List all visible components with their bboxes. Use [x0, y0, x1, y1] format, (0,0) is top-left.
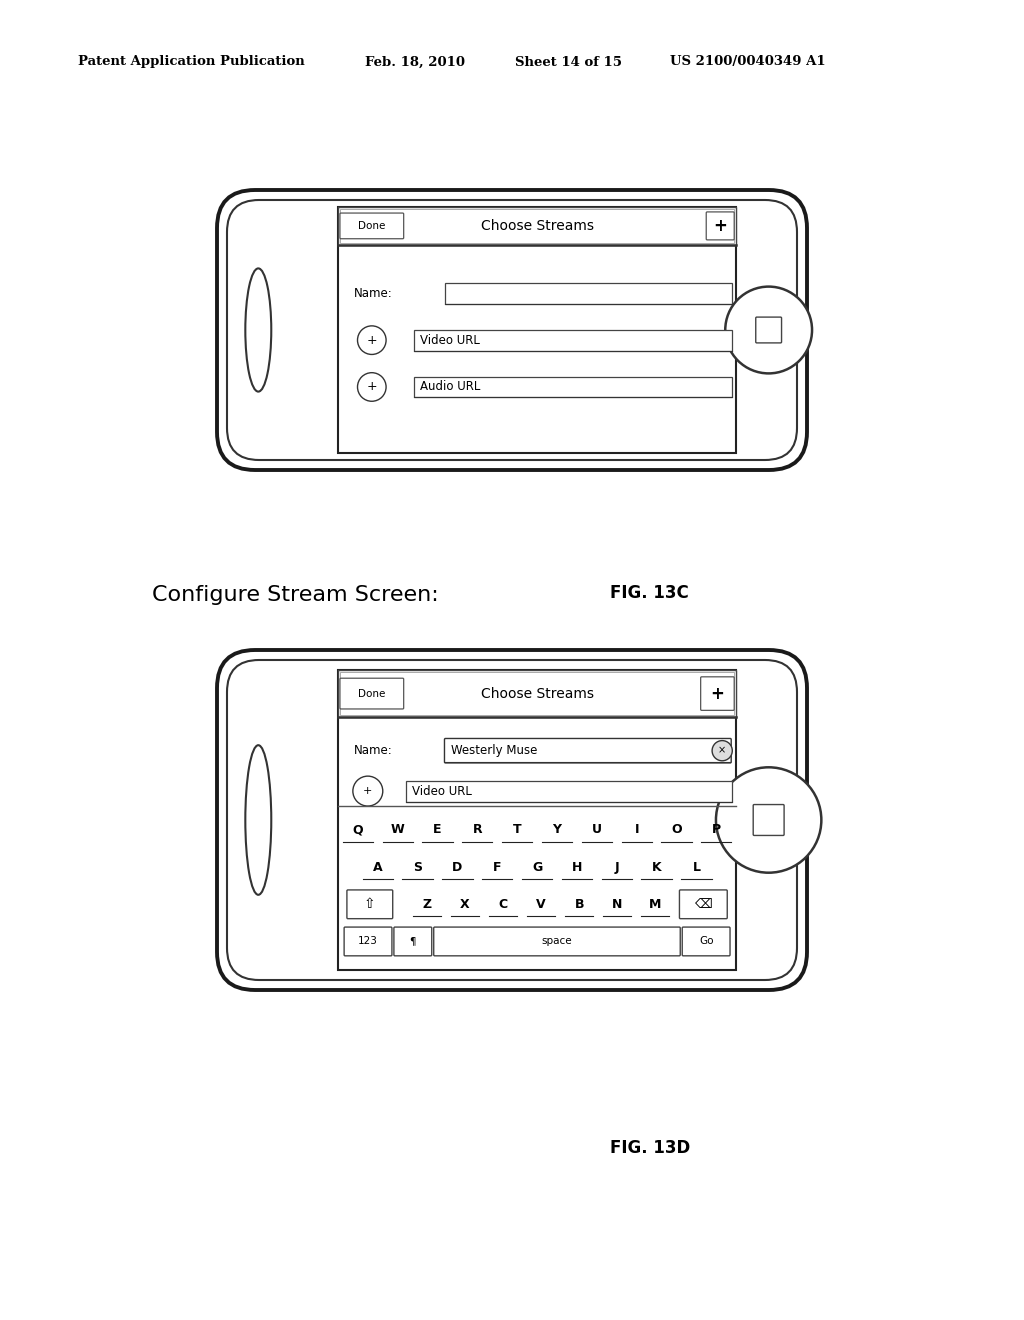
- Bar: [445, 282, 732, 304]
- FancyBboxPatch shape: [347, 890, 393, 919]
- Bar: [406, 780, 732, 801]
- Text: A: A: [373, 861, 383, 874]
- Text: I: I: [635, 824, 639, 837]
- FancyBboxPatch shape: [707, 213, 734, 240]
- Text: space: space: [542, 936, 572, 946]
- Text: D: D: [453, 861, 463, 874]
- FancyBboxPatch shape: [700, 677, 734, 710]
- Circle shape: [716, 767, 821, 873]
- Text: ⌫: ⌫: [694, 898, 712, 911]
- Circle shape: [357, 326, 386, 355]
- FancyBboxPatch shape: [340, 678, 403, 709]
- FancyBboxPatch shape: [394, 927, 432, 956]
- Text: Choose Streams: Choose Streams: [480, 219, 594, 232]
- Text: Done: Done: [358, 220, 385, 231]
- Bar: [338, 671, 736, 717]
- Circle shape: [712, 741, 732, 760]
- Text: ¶: ¶: [410, 936, 416, 946]
- Text: L: L: [692, 861, 700, 874]
- Text: Done: Done: [358, 689, 385, 698]
- Circle shape: [357, 372, 386, 401]
- Text: V: V: [537, 898, 546, 911]
- Text: Go: Go: [699, 936, 714, 946]
- Text: T: T: [513, 824, 521, 837]
- Text: ×: ×: [718, 746, 726, 755]
- Bar: [414, 330, 732, 351]
- Text: Video URL: Video URL: [420, 334, 479, 347]
- Text: Patent Application Publication: Patent Application Publication: [78, 55, 305, 69]
- Text: J: J: [614, 861, 620, 874]
- FancyBboxPatch shape: [756, 317, 781, 343]
- Text: P: P: [712, 824, 721, 837]
- Text: Westerly Muse: Westerly Muse: [452, 744, 538, 758]
- FancyBboxPatch shape: [344, 927, 392, 956]
- Text: S: S: [413, 861, 422, 874]
- Text: Feb. 18, 2010: Feb. 18, 2010: [365, 55, 465, 69]
- Text: 123: 123: [358, 936, 378, 946]
- Bar: [414, 376, 732, 397]
- Bar: [340, 672, 734, 714]
- Text: Sheet 14 of 15: Sheet 14 of 15: [515, 55, 622, 69]
- Text: +: +: [367, 380, 377, 393]
- Text: B: B: [574, 898, 584, 911]
- Text: Video URL: Video URL: [412, 784, 471, 797]
- Text: O: O: [671, 824, 682, 837]
- Text: G: G: [531, 861, 542, 874]
- FancyBboxPatch shape: [754, 805, 784, 836]
- Text: FIG. 13C: FIG. 13C: [610, 583, 689, 602]
- Text: +: +: [711, 685, 724, 702]
- Text: W: W: [391, 824, 404, 837]
- Ellipse shape: [246, 746, 271, 895]
- Text: Configure Stream Screen:: Configure Stream Screen:: [152, 585, 438, 605]
- Text: Q: Q: [352, 824, 364, 837]
- FancyBboxPatch shape: [340, 213, 403, 239]
- Circle shape: [725, 286, 812, 374]
- Text: X: X: [460, 898, 470, 911]
- Text: K: K: [651, 861, 662, 874]
- Text: Name:: Name:: [354, 744, 392, 758]
- Text: FIG. 13D: FIG. 13D: [610, 1139, 690, 1158]
- Text: U: U: [592, 824, 602, 837]
- Text: H: H: [571, 861, 582, 874]
- Text: Z: Z: [422, 898, 431, 911]
- Text: Choose Streams: Choose Streams: [480, 686, 594, 701]
- Bar: [338, 207, 736, 453]
- Text: Audio URL: Audio URL: [420, 380, 480, 393]
- Text: +: +: [367, 334, 377, 347]
- Ellipse shape: [246, 268, 271, 392]
- FancyBboxPatch shape: [444, 738, 731, 763]
- FancyBboxPatch shape: [227, 660, 797, 979]
- FancyBboxPatch shape: [217, 190, 807, 470]
- Text: C: C: [499, 898, 508, 911]
- FancyBboxPatch shape: [227, 201, 797, 459]
- FancyBboxPatch shape: [682, 927, 730, 956]
- FancyBboxPatch shape: [217, 649, 807, 990]
- FancyBboxPatch shape: [434, 927, 680, 956]
- Bar: [340, 209, 734, 243]
- Text: F: F: [493, 861, 502, 874]
- Bar: [338, 207, 736, 246]
- Text: N: N: [612, 898, 623, 911]
- Text: +: +: [364, 787, 373, 796]
- Text: Name:: Name:: [354, 286, 392, 300]
- Circle shape: [353, 776, 383, 807]
- Text: E: E: [433, 824, 441, 837]
- Text: US 2100/0040349 A1: US 2100/0040349 A1: [670, 55, 825, 69]
- Bar: [338, 671, 736, 970]
- Text: +: +: [714, 216, 727, 235]
- Text: Y: Y: [553, 824, 561, 837]
- Text: M: M: [649, 898, 662, 911]
- Text: R: R: [472, 824, 482, 837]
- FancyBboxPatch shape: [680, 890, 727, 919]
- Text: ⇧: ⇧: [364, 898, 376, 911]
